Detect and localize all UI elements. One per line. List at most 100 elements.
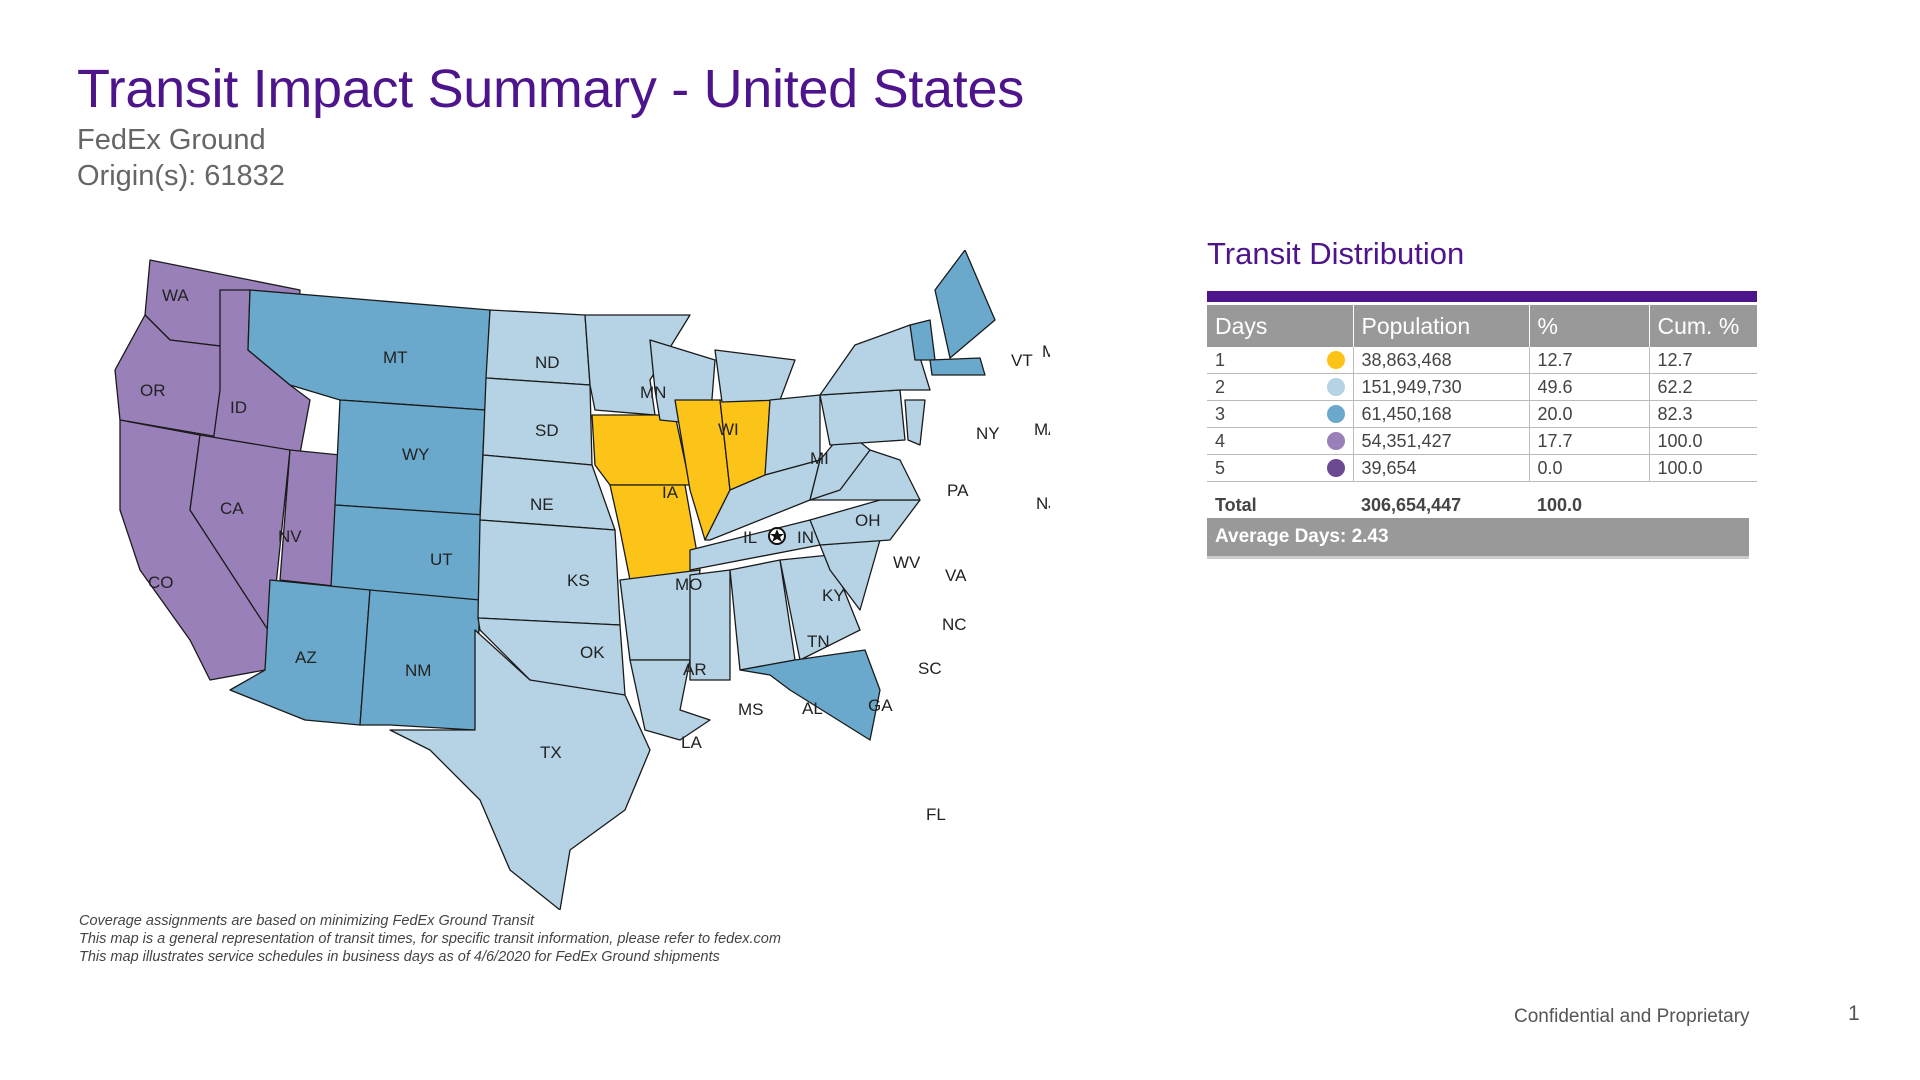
state-nc: [809, 499, 921, 546]
table-row: 3 61,450,168 20.0 82.3: [1207, 400, 1757, 428]
average-days: Average Days: 2.43: [1207, 518, 1749, 559]
state-tx: [389, 629, 651, 910]
state-label: AR: [683, 660, 707, 679]
legend-dot-icon: [1326, 432, 1345, 450]
state-label: AZ: [295, 648, 317, 667]
total-population: 306,654,447: [1361, 494, 1462, 515]
state-label: AL: [802, 699, 823, 718]
total-row: Total 306,654,447 100.0: [1207, 482, 1757, 525]
days-cell: 2: [1207, 373, 1354, 401]
population-cell: 61,450,168: [1353, 400, 1530, 428]
state-label: CA: [220, 499, 244, 518]
days-value: 4: [1215, 430, 1226, 451]
percent-cell: 0.0: [1529, 454, 1650, 482]
state-label: NE: [530, 495, 554, 514]
state-label: WA: [162, 286, 189, 305]
distribution-accent-bar: [1207, 291, 1757, 302]
state-me: [934, 250, 996, 359]
days-value: 2: [1215, 376, 1226, 397]
state-ne: [479, 454, 616, 531]
state-label: WY: [402, 445, 429, 464]
cum-percent-cell: 82.3: [1649, 400, 1757, 428]
state-label: PA: [947, 481, 969, 500]
state-label: KS: [567, 571, 590, 590]
state-pa: [819, 389, 906, 446]
state-label: IL: [743, 528, 757, 547]
footnote: This map illustrates service schedules i…: [79, 949, 720, 965]
state-label: CO: [148, 573, 174, 592]
state-label: ID: [230, 398, 247, 417]
population-cell: 54,351,427: [1353, 427, 1530, 455]
total-percent: 100.0: [1537, 494, 1583, 515]
state-mi: [714, 349, 796, 403]
state-label: ME: [1042, 342, 1050, 361]
days-cell: 4: [1207, 427, 1354, 455]
distribution-title: Transit Distribution: [1207, 236, 1465, 271]
state-ma: [929, 357, 986, 376]
state-nd: [485, 309, 591, 386]
state-label: NY: [976, 424, 1000, 443]
percent-cell: 17.7: [1529, 427, 1650, 455]
table-row: 4 54,351,427 17.7 100.0: [1207, 427, 1757, 455]
days-value: 3: [1215, 403, 1226, 424]
origin-marker-icon: [768, 527, 786, 545]
state-label: TN: [807, 632, 830, 651]
state-label: NJ: [1036, 494, 1050, 513]
table-row: 2 151,949,730 49.6 62.2: [1207, 373, 1757, 401]
state-label: MN: [640, 383, 666, 402]
state-label: WV: [893, 553, 921, 572]
percent-cell: 49.6: [1529, 373, 1650, 401]
days-value: 5: [1215, 457, 1226, 478]
cum-percent-cell: 100.0: [1649, 427, 1757, 455]
state-labels: WA OR ID MT ND MN WI MI NY VT ME MA NJ P…: [140, 286, 1050, 824]
state-label: LA: [681, 733, 702, 752]
state-label: SC: [918, 659, 942, 678]
table-header-row: Days Population % Cum. %: [1207, 305, 1757, 347]
population-cell: 39,654: [1353, 454, 1530, 482]
us-transit-map: WA OR ID MT ND MN WI MI NY VT ME MA NJ P…: [114, 250, 1050, 910]
state-label: OK: [580, 643, 605, 662]
legend-dot-icon: [1326, 459, 1345, 477]
state-label: NV: [278, 527, 302, 546]
days-value: 1: [1215, 349, 1226, 370]
state-label: VA: [945, 566, 967, 585]
header-population: Population: [1353, 305, 1530, 347]
state-label: ND: [535, 353, 560, 372]
population-cell: 151,949,730: [1353, 373, 1530, 401]
state-fl: [739, 649, 881, 741]
state-label: VT: [1011, 351, 1033, 370]
state-label: SD: [535, 421, 559, 440]
state-label: MA: [1034, 420, 1050, 439]
state-label: NM: [405, 661, 431, 680]
percent-cell: 12.7: [1529, 347, 1650, 374]
cum-percent-cell: 62.2: [1649, 373, 1757, 401]
state-label: NC: [942, 615, 967, 634]
population-cell: 38,863,468: [1353, 347, 1530, 374]
cum-percent-cell: 100.0: [1649, 454, 1757, 482]
state-ks: [477, 519, 621, 626]
header-days: Days: [1207, 305, 1354, 347]
state-label: MS: [738, 700, 764, 719]
footnote: This map is a general representation of …: [79, 931, 781, 947]
state-vt: [909, 319, 936, 361]
state-label: OR: [140, 381, 166, 400]
origin-zip: Origin(s): 61832: [77, 160, 285, 192]
total-label: Total: [1215, 494, 1257, 515]
table-row: 5 39,654 0.0 100.0: [1207, 454, 1757, 482]
state-label: FL: [926, 805, 946, 824]
state-shapes: [114, 250, 996, 910]
legend-dot-icon: [1326, 405, 1345, 423]
state-label: MT: [383, 348, 408, 367]
legend-dot-icon: [1326, 378, 1345, 396]
state-ms: [689, 569, 731, 681]
state-ia: [591, 414, 691, 486]
state-label: TX: [540, 743, 562, 762]
state-label: OH: [855, 511, 881, 530]
state-label: UT: [430, 550, 453, 569]
state-label: MO: [675, 575, 702, 594]
header-percent: %: [1529, 305, 1650, 347]
transit-distribution-table: Days Population % Cum. % 1 38,863,468 12.7…: [1207, 305, 1757, 524]
days-cell: 5: [1207, 454, 1354, 482]
confidential-label: Confidential and Proprietary: [1514, 1006, 1750, 1027]
state-label: KY: [822, 586, 845, 605]
